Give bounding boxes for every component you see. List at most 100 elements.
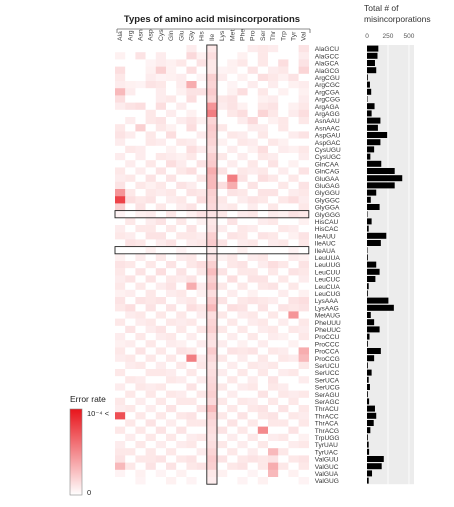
heatmap-cell — [257, 318, 269, 326]
heatmap-cell — [278, 217, 289, 226]
heatmap-cell — [278, 174, 289, 182]
heatmap-cell — [155, 88, 167, 96]
heatmap-cell — [268, 419, 279, 427]
heatmap-cell — [268, 347, 279, 355]
heatmap-cell — [135, 441, 146, 449]
heatmap-cell — [298, 347, 309, 355]
heatmap-cell — [115, 469, 126, 478]
codon-label: ValGUU — [315, 457, 339, 464]
bar — [367, 348, 381, 354]
heatmap-cell — [125, 138, 136, 146]
heatmap-cell — [115, 246, 126, 254]
heatmap-cell — [278, 340, 289, 348]
heatmap-cell — [186, 297, 197, 305]
heatmap-cell — [298, 246, 309, 254]
heatmap-cell — [278, 477, 289, 485]
heatmap-cell — [176, 167, 187, 175]
heatmap-cell — [237, 477, 248, 485]
heatmap-cell — [257, 268, 269, 276]
heatmap-cell — [196, 433, 207, 442]
heatmap-cell — [166, 347, 177, 355]
heatmap-cell — [125, 225, 136, 233]
heatmap-cell — [257, 81, 269, 89]
heatmap-cell — [145, 117, 156, 125]
heatmap-cell — [227, 325, 238, 334]
heatmap-cell — [278, 397, 289, 406]
heatmap-cell — [196, 261, 207, 269]
heatmap-cell — [278, 196, 289, 204]
heatmap-cell — [135, 95, 146, 103]
heatmap-cell — [115, 95, 126, 103]
heatmap-cell — [268, 160, 279, 168]
heatmap-cell — [227, 109, 238, 118]
heatmap-cell — [125, 289, 136, 298]
heatmap-cell — [237, 390, 248, 398]
heatmap-cell — [145, 289, 156, 298]
heatmap-cell — [135, 181, 146, 190]
heatmap-cell — [298, 441, 309, 449]
heatmap-cell — [227, 138, 238, 146]
heatmap-cell — [196, 477, 207, 485]
codon-label: IleAUA — [315, 248, 336, 255]
codon-label: LeuCUC — [315, 277, 341, 284]
heatmap-cell — [125, 275, 136, 283]
heatmap-cell — [257, 412, 269, 420]
heatmap-cell — [186, 167, 197, 175]
heatmap-cell — [278, 102, 289, 110]
heatmap-cell — [115, 138, 126, 146]
heatmap-cell — [257, 117, 269, 125]
heatmap-cell — [237, 239, 248, 247]
bar — [367, 340, 368, 347]
heatmap-cell — [217, 347, 228, 355]
heatmap-cell — [288, 210, 299, 218]
heatmap-cell — [247, 390, 258, 398]
heatmap-cell — [135, 311, 146, 319]
heatmap-cell — [257, 340, 269, 348]
bar — [367, 434, 368, 441]
amino-acid-label: Val — [301, 31, 308, 41]
heatmap-cell — [257, 45, 269, 53]
heatmap-cell — [176, 181, 187, 190]
bar — [367, 225, 369, 232]
heatmap-cell — [288, 462, 299, 470]
heatmap-cell — [217, 412, 228, 420]
heatmap-cell — [257, 347, 269, 355]
heatmap-cell — [135, 217, 146, 226]
heatmap-cell — [237, 325, 248, 334]
codon-label: GlnCAG — [315, 169, 340, 176]
heatmap-cell — [237, 448, 248, 456]
heatmap-cell — [186, 66, 197, 74]
heatmap-cell — [237, 397, 248, 406]
codon-label: ArgAGG — [315, 111, 340, 118]
heatmap-cell — [206, 433, 218, 442]
bar — [367, 124, 378, 131]
heatmap-cell — [166, 246, 177, 254]
heatmap-cell — [206, 275, 218, 283]
heatmap-cell — [166, 383, 177, 391]
heatmap-cell — [257, 210, 269, 218]
codon-label: CysUGU — [315, 147, 341, 154]
codon-label: LeuCUA — [315, 284, 341, 291]
heatmap-cell — [298, 304, 309, 312]
heatmap-cell — [176, 405, 187, 413]
codon-label: ArgCGU — [315, 75, 340, 82]
heatmap-cell — [166, 311, 177, 319]
heatmap-cell — [217, 289, 228, 298]
heatmap-cell — [186, 117, 197, 125]
heatmap-cell — [288, 88, 299, 96]
heatmap-cell — [196, 412, 207, 420]
heatmap-cell — [166, 462, 177, 470]
amino-acid-axis: Ala Arg Asn Asp Cys Gln Glu Gly His Ile Lys Met Phe P… — [117, 29, 308, 41]
heatmap-cell — [237, 275, 248, 283]
heatmap-cell — [176, 88, 187, 96]
heatmap-cell — [166, 196, 177, 204]
heatmap-cell — [186, 45, 197, 53]
heatmap-cell — [237, 232, 248, 240]
heatmap-cell — [125, 448, 136, 456]
heatmap-cell — [155, 361, 167, 370]
heatmap-cell — [247, 311, 258, 319]
codon-label: GluGAA — [315, 176, 340, 183]
heatmap-cell — [268, 246, 279, 254]
heatmap-cell — [196, 232, 207, 240]
heatmap-cell — [278, 433, 289, 442]
